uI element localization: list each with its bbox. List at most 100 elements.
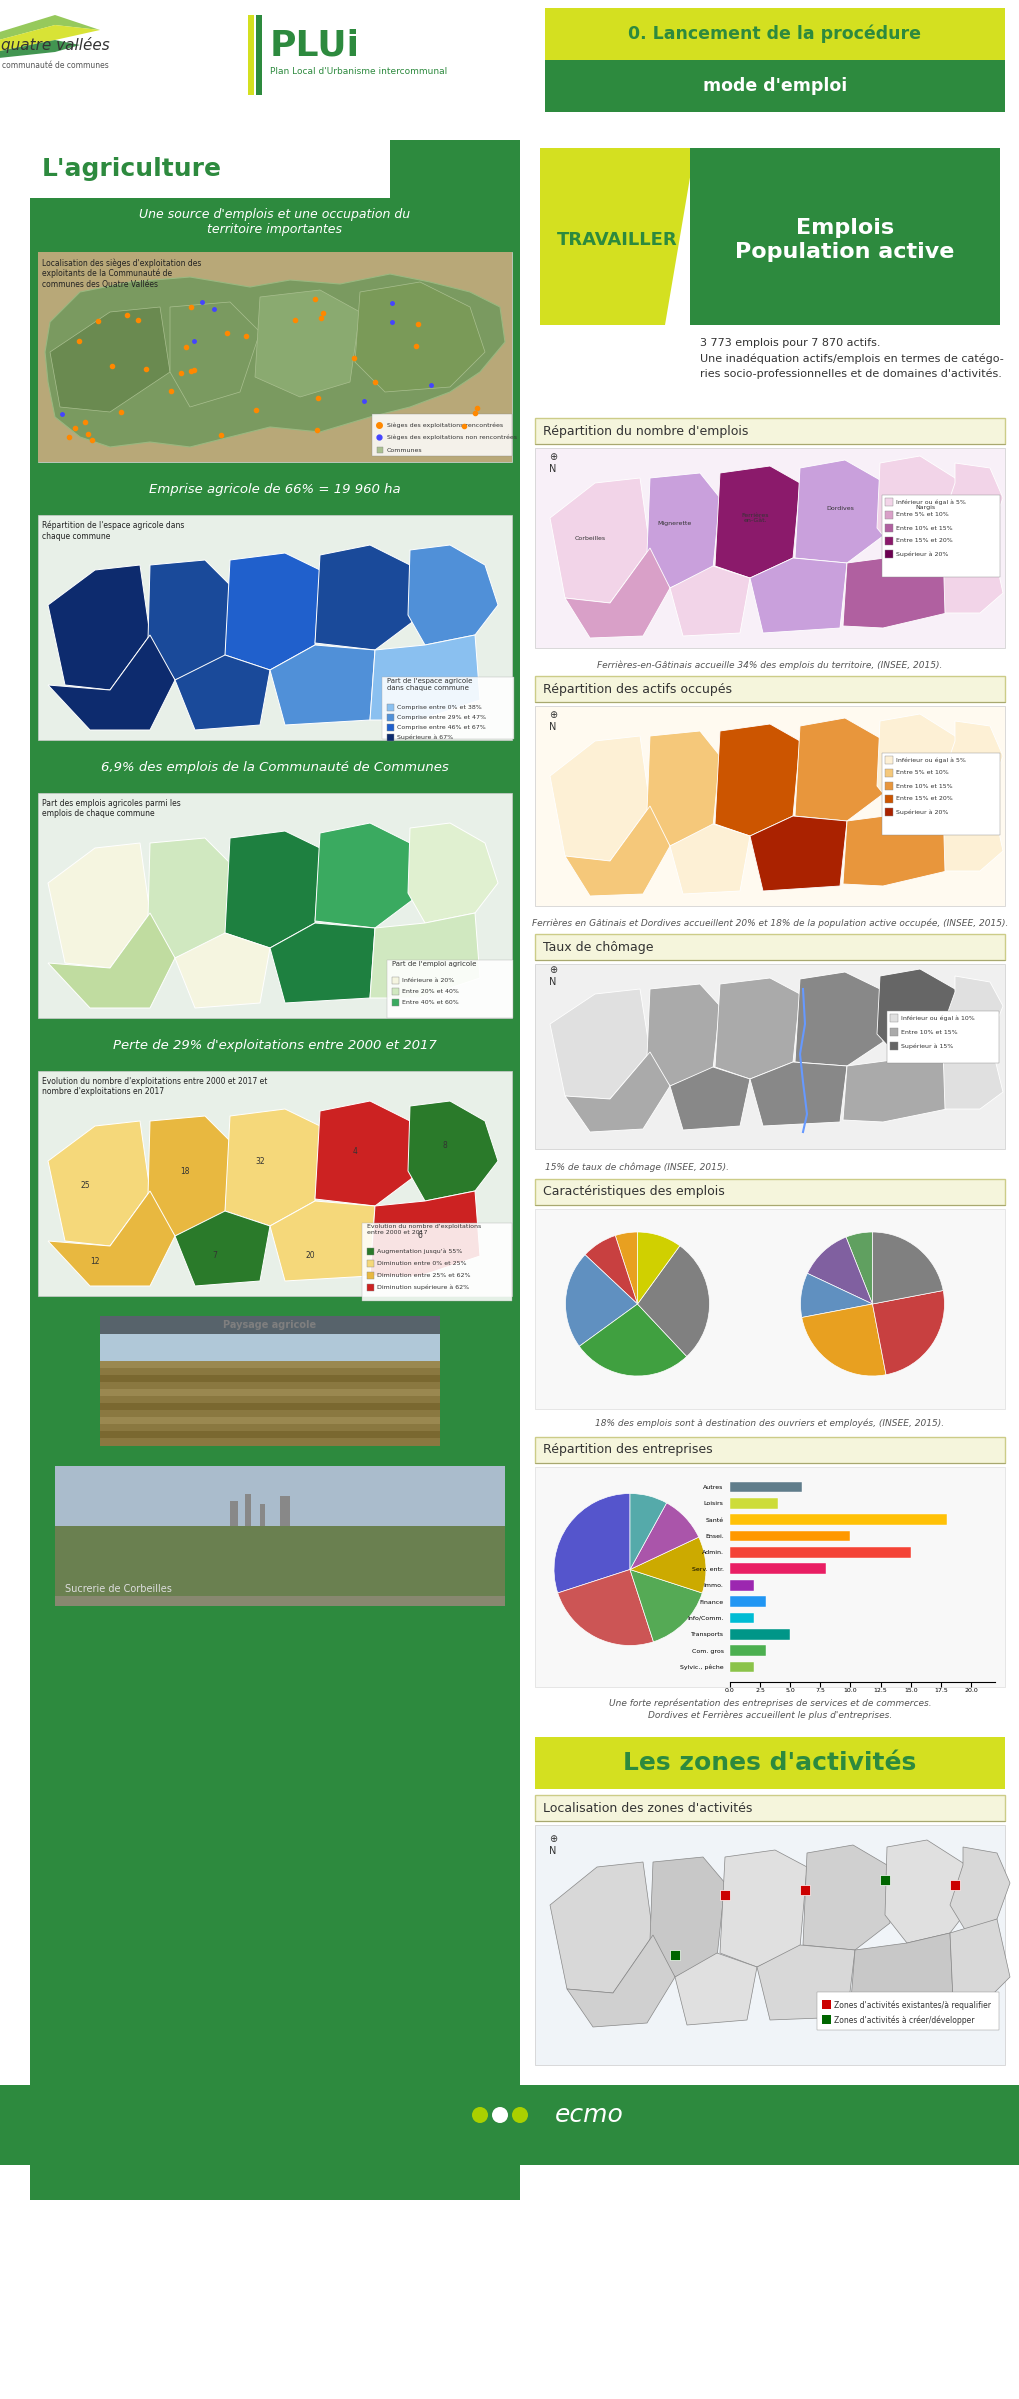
FancyBboxPatch shape — [100, 1389, 439, 1396]
Text: Inférieure à 20%: Inférieure à 20% — [401, 979, 453, 984]
Polygon shape — [315, 545, 415, 650]
FancyBboxPatch shape — [890, 1015, 897, 1022]
FancyBboxPatch shape — [799, 1886, 809, 1895]
Text: Sièges des exploitations non rencontrées: Sièges des exploitations non rencontrées — [386, 434, 517, 439]
Text: Diminution entre 0% et 25%: Diminution entre 0% et 25% — [377, 1262, 466, 1267]
Text: Ferrières en Gâtinais et Dordives accueillent 20% et 18% de la population active: Ferrières en Gâtinais et Dordives accuei… — [531, 919, 1007, 928]
Polygon shape — [646, 732, 719, 847]
Polygon shape — [270, 645, 375, 724]
Polygon shape — [50, 307, 170, 413]
Circle shape — [472, 2106, 487, 2123]
Text: Ferrières-en-Gâtinais accueille 34% des emplois du territoire, (INSEE, 2015).: Ferrières-en-Gâtinais accueille 34% des … — [597, 660, 942, 669]
FancyBboxPatch shape — [544, 60, 1004, 113]
FancyBboxPatch shape — [256, 14, 262, 96]
FancyBboxPatch shape — [100, 1317, 439, 1447]
Text: Entre 20% et 40%: Entre 20% et 40% — [401, 988, 459, 993]
Polygon shape — [842, 1048, 946, 1123]
Polygon shape — [148, 837, 229, 957]
Circle shape — [512, 2106, 528, 2123]
Polygon shape — [719, 1850, 806, 1967]
Wedge shape — [845, 1233, 871, 1305]
FancyBboxPatch shape — [386, 960, 513, 1017]
Text: Paysage agricole: Paysage agricole — [223, 1319, 316, 1329]
Wedge shape — [630, 1495, 666, 1569]
FancyBboxPatch shape — [367, 1271, 374, 1279]
Text: Une forte représentation des entreprises de services et de commerces.
Dordives e: Une forte représentation des entreprises… — [608, 1698, 930, 1720]
FancyBboxPatch shape — [535, 1209, 1004, 1408]
FancyBboxPatch shape — [100, 1430, 439, 1437]
Polygon shape — [949, 1919, 1009, 2001]
FancyBboxPatch shape — [382, 677, 514, 739]
FancyBboxPatch shape — [535, 1468, 1004, 1686]
Polygon shape — [175, 1211, 270, 1286]
Polygon shape — [0, 24, 100, 55]
Text: 4: 4 — [353, 1147, 357, 1156]
Text: Inférieur ou égal à 5%: Inférieur ou égal à 5% — [895, 758, 965, 763]
Wedge shape — [557, 1569, 653, 1646]
Text: Supérieur à 15%: Supérieur à 15% — [900, 1044, 953, 1048]
Polygon shape — [549, 477, 649, 602]
Text: Les zones d'activités: Les zones d'activités — [623, 1751, 916, 1775]
Polygon shape — [45, 273, 504, 446]
Wedge shape — [579, 1305, 686, 1377]
Text: Evolution du nombre d'exploitations entre 2000 et 2017 et
nombre d'exploitations: Evolution du nombre d'exploitations entr… — [42, 1077, 267, 1096]
Text: Diminution supérieure à 62%: Diminution supérieure à 62% — [377, 1286, 469, 1291]
Text: Communes: Communes — [386, 449, 422, 453]
Polygon shape — [565, 547, 669, 638]
Text: Entre 5% et 10%: Entre 5% et 10% — [895, 770, 948, 775]
Text: Entre 15% et 20%: Entre 15% et 20% — [895, 796, 952, 801]
Wedge shape — [807, 1238, 871, 1305]
Polygon shape — [749, 816, 846, 890]
Wedge shape — [630, 1538, 705, 1593]
Polygon shape — [675, 1953, 756, 2025]
FancyBboxPatch shape — [38, 252, 512, 463]
Text: Entre 5% et 10%: Entre 5% et 10% — [895, 513, 948, 518]
Wedge shape — [800, 1274, 871, 1317]
Polygon shape — [175, 655, 270, 729]
FancyBboxPatch shape — [0, 2085, 1019, 2164]
FancyBboxPatch shape — [719, 1890, 730, 1900]
Text: 18: 18 — [180, 1166, 190, 1176]
Polygon shape — [842, 547, 946, 629]
Polygon shape — [549, 988, 649, 1099]
FancyBboxPatch shape — [30, 139, 389, 199]
Polygon shape — [539, 149, 694, 324]
FancyBboxPatch shape — [391, 998, 398, 1005]
FancyBboxPatch shape — [55, 1466, 504, 1526]
Polygon shape — [565, 806, 669, 895]
Polygon shape — [794, 717, 882, 820]
FancyBboxPatch shape — [884, 511, 892, 518]
FancyBboxPatch shape — [535, 677, 1004, 703]
Polygon shape — [355, 283, 484, 391]
Text: Supérieur à 20%: Supérieur à 20% — [895, 808, 948, 816]
Polygon shape — [876, 456, 964, 557]
FancyBboxPatch shape — [890, 1029, 897, 1036]
Text: Comprise entre 29% et 47%: Comprise entre 29% et 47% — [396, 715, 485, 720]
Polygon shape — [315, 823, 415, 928]
Text: Sièges des exploitations rencontrées: Sièges des exploitations rencontrées — [386, 422, 502, 427]
Text: Répartition des entreprises: Répartition des entreprises — [542, 1444, 712, 1456]
Text: 12: 12 — [90, 1257, 100, 1267]
Text: Entre 40% et 60%: Entre 40% et 60% — [401, 1000, 459, 1005]
FancyBboxPatch shape — [669, 1950, 680, 1960]
Polygon shape — [943, 463, 1002, 547]
Polygon shape — [549, 736, 649, 861]
FancyBboxPatch shape — [100, 1317, 439, 1360]
FancyBboxPatch shape — [884, 537, 892, 545]
Text: 15% de taux de chômage (INSEE, 2015).: 15% de taux de chômage (INSEE, 2015). — [544, 1161, 729, 1171]
Text: 8: 8 — [442, 1142, 447, 1152]
Wedge shape — [614, 1233, 637, 1305]
Polygon shape — [0, 14, 100, 46]
FancyBboxPatch shape — [280, 1497, 289, 1526]
Text: Répartition des actifs occupés: Répartition des actifs occupés — [542, 681, 732, 696]
FancyBboxPatch shape — [884, 794, 892, 804]
Text: 6,9% des emplois de la Communauté de Communes: 6,9% des emplois de la Communauté de Com… — [101, 760, 448, 772]
Text: Taux de chômage: Taux de chômage — [542, 940, 653, 952]
Polygon shape — [549, 1862, 652, 1994]
Polygon shape — [48, 914, 175, 1008]
FancyBboxPatch shape — [535, 417, 1004, 444]
Bar — [730, 1514, 946, 1526]
FancyBboxPatch shape — [386, 703, 393, 710]
Polygon shape — [649, 1857, 725, 1977]
Polygon shape — [48, 566, 150, 691]
